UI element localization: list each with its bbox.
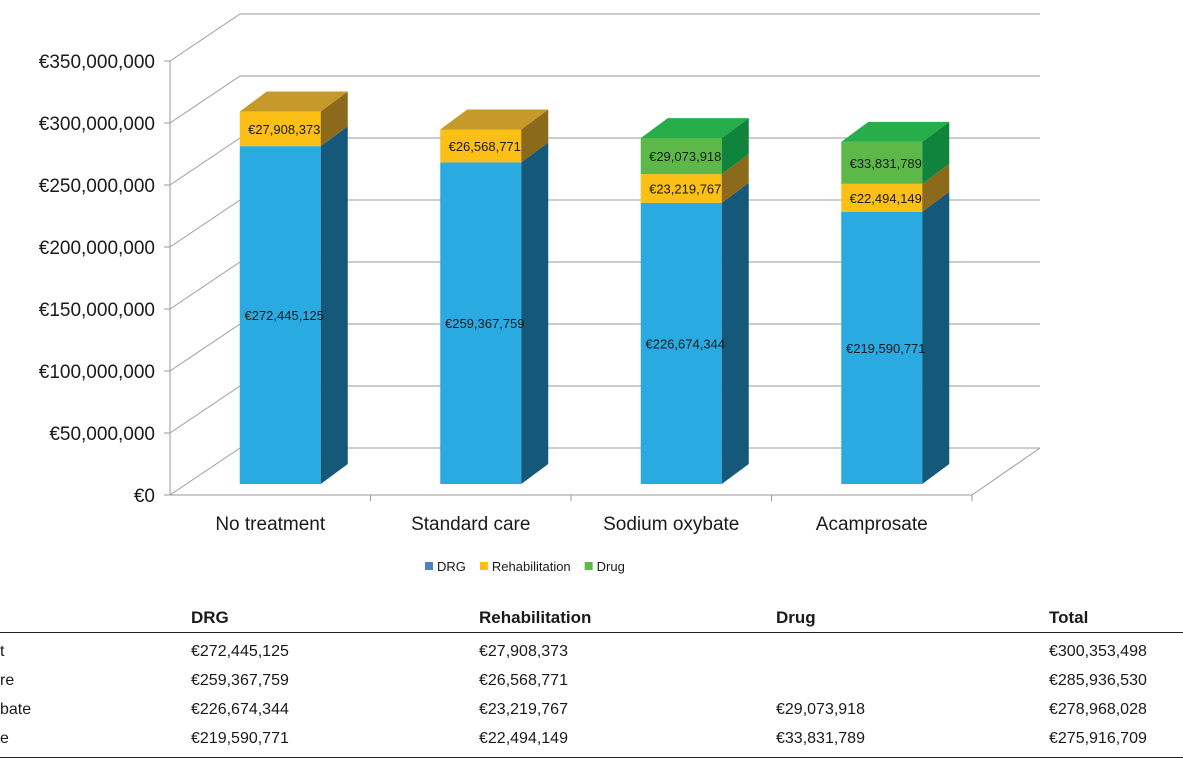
x-tick-label: Acamprosate xyxy=(816,514,928,535)
cell-rehabilitation: €27,908,373 xyxy=(479,643,568,660)
cell-drg: €226,674,344 xyxy=(191,701,289,718)
y-tick-label: €50,000,000 xyxy=(49,424,155,445)
bar-segment-drg xyxy=(841,211,923,484)
y-tick-label: €350,000,000 xyxy=(39,52,155,73)
floor-edge xyxy=(971,447,1041,496)
table-header-total: Total xyxy=(1049,608,1089,627)
bar-segment-drug xyxy=(640,138,722,175)
data-label: €23,219,767 xyxy=(649,182,721,197)
cell-rehabilitation: €22,494,149 xyxy=(479,730,568,747)
bar-side-drug xyxy=(721,118,749,175)
bar-top-drug xyxy=(640,118,749,139)
y-tick-label: €200,000,000 xyxy=(39,238,155,259)
cell-rehabilitation: €26,568,771 xyxy=(479,672,568,689)
gridline-diagonal xyxy=(169,261,241,310)
legend-swatch-rehabilitation xyxy=(479,562,488,570)
cell-total: €278,968,028 xyxy=(1049,701,1147,718)
gridline-diagonal xyxy=(169,199,241,248)
cell-rehabilitation: €23,219,767 xyxy=(479,701,568,718)
bar-side-rehabilitation xyxy=(320,91,348,147)
x-tick-label: No treatment xyxy=(215,514,326,535)
table-header-rule xyxy=(0,632,1183,633)
bar-side-rehabilitation xyxy=(521,109,549,163)
bar-side-drug xyxy=(922,121,950,184)
bar-segment-rehabilitation xyxy=(640,174,722,203)
data-label: €29,073,918 xyxy=(649,149,721,164)
legend-swatch-drg xyxy=(425,562,433,570)
y-tick-label: €150,000,000 xyxy=(39,300,155,321)
bar-side-rehabilitation xyxy=(721,154,749,203)
data-label: €33,831,789 xyxy=(850,156,922,171)
table-row: t €272,445,125 €27,908,373 €300,353,498 xyxy=(0,643,1183,665)
legend-label: Rehabilitation xyxy=(492,559,571,574)
bar-segment-rehabilitation xyxy=(841,183,923,212)
x-tick-label: Standard care xyxy=(411,514,530,535)
gridline-diagonal xyxy=(169,447,241,496)
row-label: t xyxy=(0,643,5,660)
data-label: €272,445,125 xyxy=(244,308,324,323)
bar-side-drg xyxy=(320,126,348,485)
row-label: bate xyxy=(0,701,32,718)
cell-drug: €29,073,918 xyxy=(776,701,865,718)
data-label: €259,367,759 xyxy=(445,316,525,331)
table-header-drg: DRG xyxy=(191,608,229,627)
table-row: bate €226,674,344 €23,219,767 €29,073,91… xyxy=(0,701,1183,723)
x-tick-label: Sodium oxybate xyxy=(603,514,739,535)
bar-side-drg xyxy=(922,191,950,484)
gridline-diagonal xyxy=(169,385,241,434)
bar-segment-drg xyxy=(640,202,722,484)
gridline-diagonal xyxy=(169,13,241,62)
cell-total: €300,353,498 xyxy=(1049,643,1147,660)
data-label: €26,568,771 xyxy=(449,139,521,154)
bar-segment-rehabilitation xyxy=(440,129,522,163)
gridline-diagonal xyxy=(169,323,241,372)
cell-total: €285,936,530 xyxy=(1049,672,1147,689)
y-tick-label: €100,000,000 xyxy=(39,362,155,383)
table-header-drug: Drug xyxy=(776,608,816,627)
y-tick-label: €300,000,000 xyxy=(39,114,155,135)
cell-drg: €259,367,759 xyxy=(191,672,289,689)
bar-segment-drg xyxy=(239,146,321,485)
data-label: €27,908,373 xyxy=(248,122,320,137)
row-label: re xyxy=(0,672,15,689)
y-tick-label: €0 xyxy=(134,486,155,507)
bar-side-drg xyxy=(521,142,549,484)
bar-segment-drug xyxy=(841,141,923,184)
bar-side-rehabilitation xyxy=(922,163,950,212)
legend-swatch-drug xyxy=(584,562,593,570)
bar-top-rehabilitation xyxy=(440,109,549,130)
bar-side-drg xyxy=(721,182,749,484)
gridline-diagonal xyxy=(169,137,241,186)
gridline-diagonal xyxy=(169,75,241,124)
cell-drg: €219,590,771 xyxy=(191,730,289,747)
legend-label: Drug xyxy=(597,559,625,574)
cell-total: €275,916,709 xyxy=(1049,730,1147,747)
data-label: €22,494,149 xyxy=(850,191,922,206)
table-row: re €259,367,759 €26,568,771 €285,936,530 xyxy=(0,672,1183,694)
row-label: e xyxy=(0,730,9,747)
table-header-rehabilitation: Rehabilitation xyxy=(479,608,592,627)
cell-drug: €33,831,789 xyxy=(776,730,865,747)
data-label: €219,590,771 xyxy=(846,341,926,356)
bar-top-rehabilitation xyxy=(239,91,348,112)
y-tick-label: €250,000,000 xyxy=(39,176,155,197)
bar-segment-rehabilitation xyxy=(239,111,321,147)
bar-top-drug xyxy=(841,121,950,142)
table-row: e €219,590,771 €22,494,149 €33,831,789 €… xyxy=(0,730,1183,752)
cell-drg: €272,445,125 xyxy=(191,643,289,660)
bar-segment-drg xyxy=(440,162,522,484)
stacked-bar-chart: €0 €50,000,000 €100,000,000 €150,000,000 €20… xyxy=(39,13,1041,574)
data-label: €226,674,344 xyxy=(645,336,725,351)
legend-label: DRG xyxy=(437,559,466,574)
